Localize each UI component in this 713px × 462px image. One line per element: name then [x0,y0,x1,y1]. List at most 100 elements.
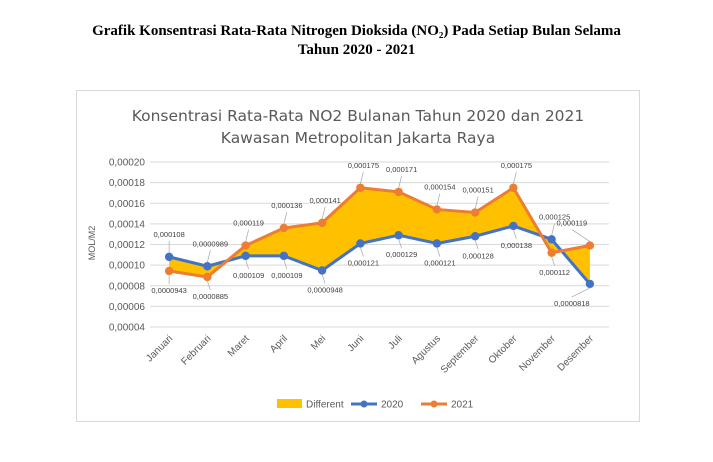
data-point-2021 [356,183,365,192]
data-label-2020: 0,000125 [539,212,570,221]
data-label-leader [360,171,364,184]
data-label-2021: 0,000175 [348,161,379,170]
x-tick-label: Agustus [410,333,443,366]
data-label-2020: 0,000109 [271,271,302,280]
data-point-2020 [585,279,595,289]
data-point-2020 [394,231,403,240]
data-label-leader [436,193,441,206]
y-tick-label: 0,00004 [109,323,146,334]
x-tick-label: Februari [179,333,213,367]
data-point-2021 [470,208,480,217]
y-tick-label: 0,00014 [109,219,146,230]
data-label-leader [513,229,517,240]
data-label-2020: 0,000121 [424,258,455,267]
data-label-leader [436,247,441,257]
data-label-leader [474,196,479,209]
legend-marker-2021 [430,400,438,408]
data-point-2020 [279,251,289,261]
data-label-2021: 0,000119 [557,219,588,228]
data-label-leader [360,247,364,257]
data-point-2020 [432,239,442,248]
data-point-2020 [509,221,518,231]
data-label-2020: 0,000121 [348,258,379,267]
no2-line-chart: Konsentrasi Rata-Rata NO2 Bulanan Tahun … [87,107,609,411]
data-label-leader [474,240,479,250]
series-lines [164,183,595,289]
legend: Different 2020 2021 [277,399,474,411]
data-point-2020 [203,262,212,271]
x-tick-label: Maret [226,333,252,359]
document-heading-line-1: Grafik Konsentrasi Rata-Rata Nitrogen Di… [92,23,621,39]
data-label-2021: 0,000175 [501,161,532,170]
chart-title-line-1: Konsentrasi Rata-Rata NO2 Bulanan Tahun … [132,107,585,125]
data-point-2021 [394,187,403,197]
data-label-leader [398,239,402,249]
data-point-2020 [317,266,327,275]
x-tick-label: April [268,333,290,355]
data-point-2021 [547,248,556,257]
data-label-2020: 0,000108 [153,230,184,239]
chart-frame: Konsentrasi Rata-Rata NO2 Bulanan Tahun … [76,90,640,422]
data-point-2020 [547,235,556,244]
data-label-leader [245,259,249,269]
data-label-leader [571,287,591,298]
data-label-2020: 0,000128 [462,251,493,260]
data-label-leader [321,274,326,284]
legend-marker-2020 [360,400,368,408]
data-label-2021: 0,0000943 [151,286,186,295]
data-point-2020 [241,251,250,261]
data-point-2020 [356,239,365,248]
y-tick-label: 0,00008 [109,281,146,292]
data-label-2021: 0,000136 [271,201,302,210]
data-point-2021 [241,241,250,250]
legend-label: 2021 [451,400,474,411]
data-label-2021: 0,000141 [309,196,340,205]
data-label-2021: 0,000171 [386,165,417,174]
data-point-2021 [432,205,442,214]
data-label-leader [207,280,211,291]
x-tick-label: Juli [386,333,404,351]
legend-label: Different [306,400,344,411]
x-tick-label: Desember [556,333,597,374]
y-tick-label: 0,00020 [109,158,146,169]
data-label-2021: 0,0000885 [193,292,228,301]
chart-title-line-2: Kawasan Metropolitan Jakarta Raya [221,129,495,147]
data-label-leader [513,171,517,184]
data-label-2020: 0,0000989 [193,239,228,248]
data-point-2021 [509,183,518,192]
data-label-leader [283,211,288,225]
data-label-2020: 0,000138 [501,241,532,250]
data-label-2021: 0,000112 [539,268,570,277]
y-tick-label: 0,00012 [109,240,146,251]
x-tick-label: November [517,333,558,374]
data-point-2020 [164,252,174,262]
y-tick-label: 0,00006 [109,302,146,313]
document-heading: Grafik Konsentrasi Rata-Rata Nitrogen Di… [0,22,713,60]
data-label-leader [551,223,555,236]
data-label-2021: 0,000151 [462,186,493,195]
legend-swatch-Different [277,399,302,408]
data-point-2021 [585,241,595,250]
data-label-leader [571,229,591,242]
y-tick-label: 0,00010 [109,261,146,272]
legend-label: 2020 [381,400,404,411]
difference-area-fill [169,187,590,284]
data-label-leader [245,229,249,242]
data-point-2020 [470,232,480,241]
x-tick-label: Januari [144,333,175,364]
data-label-2021: 0,000154 [424,182,455,191]
y-tick-labels: 0,00004 0,00006 0,00008 0,00010 0,00012 0,000… [109,158,146,334]
series-line-2020 [168,224,592,285]
data-point-2021 [317,218,327,228]
data-label-2020: 0,000109 [233,271,264,280]
data-label-2020: 0,0000818 [554,299,589,308]
data-label-leader [283,259,288,269]
data-label-leader [321,206,326,219]
x-tick-labels: Januari Februari Maret April Mei Juni Juli Agus… [144,333,596,376]
data-point-2021 [164,266,174,276]
x-tick-label: Mei [309,333,328,352]
series-line-2021 [168,186,591,279]
data-point-2021 [203,272,212,282]
data-label-leader [207,250,211,263]
y-axis-label: MOL/M2 [87,226,97,261]
